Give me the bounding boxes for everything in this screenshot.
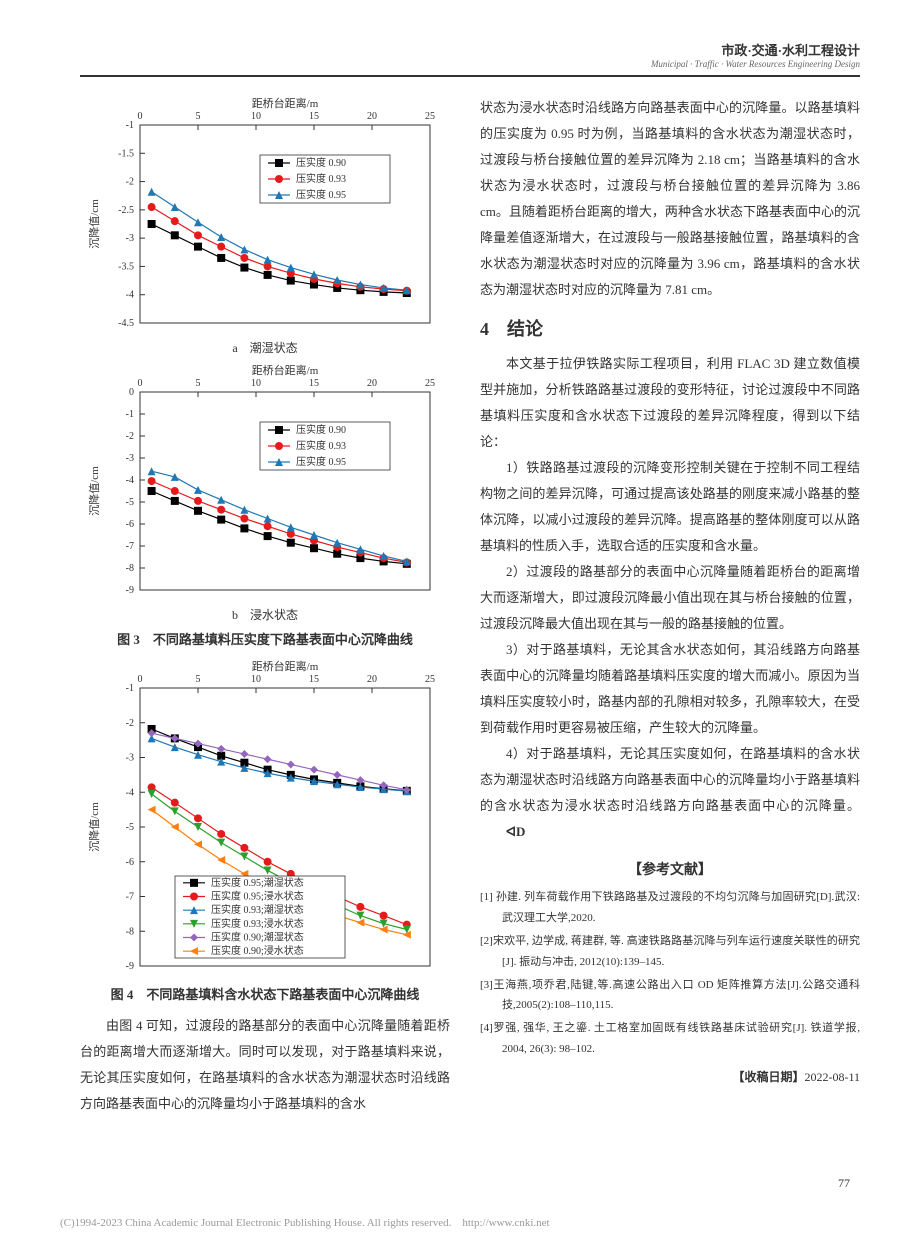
svg-text:-2: -2 <box>126 177 134 188</box>
right-para-1: 状态为浸水状态时沿线路方向路基表面中心的沉降量。以路基填料的压实度为 0.95 … <box>480 95 860 303</box>
svg-text:-3: -3 <box>126 233 134 244</box>
ref-1: [1] 孙建. 列车荷载作用下铁路路基及过渡段的不均匀沉降与加固研究[D].武汉… <box>480 887 860 929</box>
svg-text:压实度 0.93: 压实度 0.93 <box>296 172 346 185</box>
fig3-title: 图 3 不同路基填料压实度下路基表面中心沉降曲线 <box>80 629 450 648</box>
svg-text:-4.5: -4.5 <box>118 318 134 329</box>
svg-text:-2.5: -2.5 <box>118 205 134 216</box>
chart-a: 0 5 10 15 20 25 距桥台距离/m -4.5 -4 -3.5 -3 -2.5 -2 -1.5 -… <box>80 95 450 335</box>
svg-text:压实度 0.90: 压实度 0.90 <box>296 423 346 436</box>
svg-text:压实度 0.93: 压实度 0.93 <box>296 439 346 452</box>
conclusion-4: 4）对于路基填料，无论其压实度如何，在路基填料的含水状态为潮湿状态时沿线路方向路… <box>480 741 860 845</box>
svg-text:-4: -4 <box>126 787 134 798</box>
svg-text:-3.5: -3.5 <box>118 261 134 272</box>
refs-heading: 【参考文献】 <box>480 859 860 879</box>
svg-text:-1: -1 <box>126 683 134 694</box>
svg-text:-8: -8 <box>126 563 134 574</box>
svg-text:25: 25 <box>425 111 435 122</box>
svg-text:沉降值/cm: 沉降值/cm <box>87 802 101 852</box>
footer-copyright: (C)1994-2023 China Academic Journal Elec… <box>60 1217 550 1229</box>
svg-text:0: 0 <box>138 378 143 389</box>
conclusion-intro: 本文基于拉伊铁路实际工程项目，利用 FLAC 3D 建立数值模型并施加，分析铁路… <box>480 351 860 455</box>
svg-text:距桥台距离/m: 距桥台距离/m <box>252 659 319 673</box>
svg-text:-1.5: -1.5 <box>118 148 134 159</box>
header-category-en: Municipal · Traffic · Water Resources En… <box>80 59 860 77</box>
svg-text:0: 0 <box>138 674 143 685</box>
conclusion-1: 1）铁路路基过渡段的沉降变形控制关键在于控制不同工程结构物之间的差异沉降，可通过… <box>480 455 860 559</box>
svg-text:5: 5 <box>196 674 201 685</box>
chart-b: 0 5 10 15 20 25 距桥台距离/m -9 -8 -7 -6 -5 -4 -3 -2 -1 0 沉降值/… <box>80 362 450 602</box>
svg-text:25: 25 <box>425 674 435 685</box>
svg-text:-4: -4 <box>126 290 134 301</box>
svg-text:-7: -7 <box>126 892 134 903</box>
ref-4: [4]罗强, 强华, 王之鎏. 土工格室加固既有线铁路基床试验研究[J]. 铁道… <box>480 1018 860 1060</box>
svg-text:-9: -9 <box>126 585 134 596</box>
svg-text:压实度 0.93;浸水状态: 压实度 0.93;浸水状态 <box>211 917 304 930</box>
left-paragraph: 由图 4 可知，过渡段的路基部分的表面中心沉降量随着距桥台的距离增大而逐渐增大。… <box>80 1013 450 1117</box>
svg-text:20: 20 <box>367 674 377 685</box>
svg-text:5: 5 <box>196 111 201 122</box>
header-category: 市政·交通·水利工程设计 <box>80 40 860 59</box>
svg-text:0: 0 <box>129 387 134 398</box>
end-mark-icon: ᐊD <box>480 819 525 845</box>
fig4-title: 图 4 不同路基填料含水状态下路基表面中心沉降曲线 <box>80 984 450 1003</box>
svg-text:-3: -3 <box>126 453 134 464</box>
svg-text:-4: -4 <box>126 475 134 486</box>
svg-text:-1: -1 <box>126 120 134 131</box>
svg-text:5: 5 <box>196 378 201 389</box>
svg-text:0: 0 <box>138 111 143 122</box>
svg-text:-5: -5 <box>126 822 134 833</box>
svg-text:25: 25 <box>425 378 435 389</box>
conclusion-3: 3）对于路基填料，无论其含水状态如何，其沿线路方向路基表面中心的沉降量均随着路基… <box>480 637 860 741</box>
svg-text:20: 20 <box>367 378 377 389</box>
svg-text:-2: -2 <box>126 431 134 442</box>
received-date: 【收稿日期】2022-08-11 <box>480 1068 860 1085</box>
svg-text:15: 15 <box>309 674 319 685</box>
svg-text:压实度 0.95;浸水状态: 压实度 0.95;浸水状态 <box>211 890 304 903</box>
conclusion-2: 2）过渡段的路基部分的表面中心沉降量随着距桥台的距离增大而逐渐增大，即过渡段沉降… <box>480 559 860 637</box>
svg-text:10: 10 <box>251 674 261 685</box>
svg-text:10: 10 <box>251 111 261 122</box>
svg-text:-3: -3 <box>126 753 134 764</box>
svg-text:-6: -6 <box>126 519 134 530</box>
svg-text:10: 10 <box>251 378 261 389</box>
page-number: 77 <box>838 1176 850 1191</box>
chart-c: 0 5 10 15 20 25 距桥台距离/m -9 -8 -7 -6 -5 -4 -3 -2 -1 沉降值/c… <box>80 658 450 978</box>
ref-3: [3]王海燕,项乔君,陆键,等.高速公路出入口 OD 矩阵推算方法[J].公路交… <box>480 975 860 1017</box>
right-column: 状态为浸水状态时沿线路方向路基表面中心的沉降量。以路基填料的压实度为 0.95 … <box>480 95 860 1117</box>
svg-text:-5: -5 <box>126 497 134 508</box>
section4-heading: 4 结论 <box>480 315 860 341</box>
svg-text:-6: -6 <box>126 857 134 868</box>
svg-text:压实度 0.90: 压实度 0.90 <box>296 156 346 169</box>
svg-text:沉降值/cm: 沉降值/cm <box>87 199 101 249</box>
ref-2: [2]宋欢平, 边学成, 蒋建群, 等. 高速铁路路基沉降与列车运行速度关联性的… <box>480 931 860 973</box>
svg-text:-1: -1 <box>126 409 134 420</box>
svg-text:压实度 0.95: 压实度 0.95 <box>296 188 346 201</box>
svg-text:压实度 0.90;浸水状态: 压实度 0.90;浸水状态 <box>211 944 304 957</box>
svg-text:压实度 0.93;潮湿状态: 压实度 0.93;潮湿状态 <box>211 903 304 916</box>
chart-b-caption: b 浸水状态 <box>80 606 450 623</box>
svg-text:15: 15 <box>309 111 319 122</box>
left-column: 0 5 10 15 20 25 距桥台距离/m -4.5 -4 -3.5 -3 -2.5 -2 -1.5 -… <box>80 95 450 1117</box>
svg-text:压实度 0.95;潮湿状态: 压实度 0.95;潮湿状态 <box>211 876 304 889</box>
svg-text:20: 20 <box>367 111 377 122</box>
svg-text:-2: -2 <box>126 718 134 729</box>
svg-text:距桥台距离/m: 距桥台距离/m <box>252 96 319 110</box>
svg-text:压实度 0.95: 压实度 0.95 <box>296 455 346 468</box>
svg-text:压实度 0.90;潮湿状态: 压实度 0.90;潮湿状态 <box>211 931 304 944</box>
svg-text:-7: -7 <box>126 541 134 552</box>
svg-text:沉降值/cm: 沉降值/cm <box>87 466 101 516</box>
svg-text:15: 15 <box>309 378 319 389</box>
svg-text:-9: -9 <box>126 961 134 972</box>
svg-text:距桥台距离/m: 距桥台距离/m <box>252 363 319 377</box>
chart-a-caption: a 潮湿状态 <box>80 339 450 356</box>
svg-text:-8: -8 <box>126 926 134 937</box>
